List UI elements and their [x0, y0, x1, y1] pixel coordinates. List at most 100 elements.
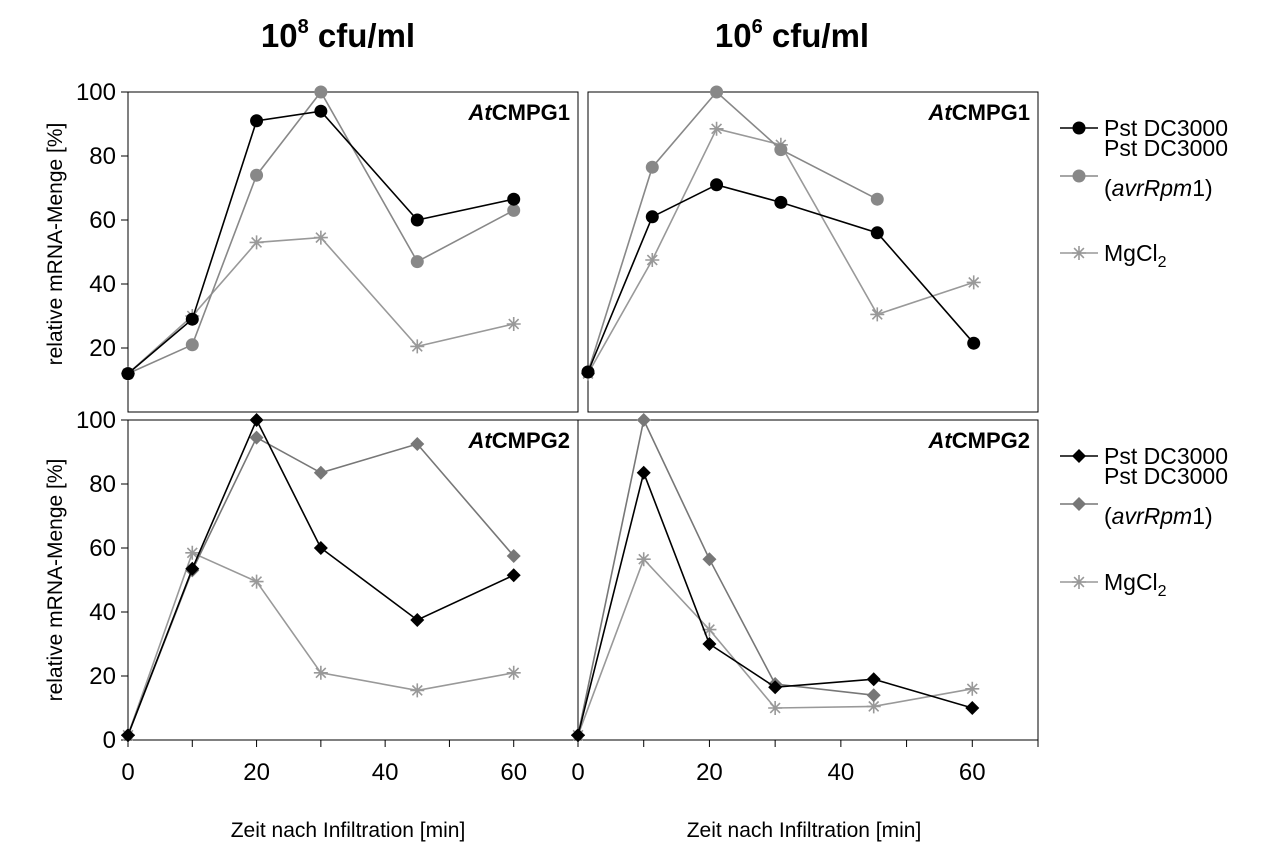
- series-0: [121, 413, 521, 743]
- legend-item: MgCl2: [1060, 569, 1167, 600]
- y-tick-label: 100: [76, 79, 116, 106]
- y-tick-label: 40: [89, 599, 116, 626]
- series-line: [587, 127, 974, 374]
- data-point: [965, 681, 980, 696]
- x-axis-label-right: Zeit nach Infiltration [min]: [687, 819, 922, 842]
- x-tick-label: 60: [959, 759, 986, 786]
- data-point: [249, 235, 264, 250]
- data-point: [313, 541, 328, 555]
- panel-frame: [577, 419, 1039, 741]
- data-point: [571, 728, 585, 743]
- panel-label-italic: At: [928, 100, 954, 125]
- panel-atcmpg2-10e6: 0 20 40 60 AtCMPG2: [571, 413, 1039, 786]
- x-tick-label: 40: [372, 759, 399, 786]
- data-point: [710, 85, 724, 99]
- data-point: [768, 701, 783, 715]
- legend-marker: [1072, 575, 1086, 589]
- panel-atcmpg2-10e8: 0 20 40 60 80 100 0 20 40 60 AtCMPG2: [76, 407, 579, 786]
- panel-label: AtCMPG1: [468, 100, 570, 125]
- data-point: [314, 104, 328, 118]
- series-0: [121, 104, 521, 381]
- panel-label-italic: At: [928, 428, 954, 453]
- legend-marker: [1072, 121, 1086, 135]
- x-tick-label: 20: [696, 759, 723, 786]
- data-point: [870, 226, 884, 240]
- series-2: [571, 552, 980, 743]
- legend-label-part: (: [1104, 175, 1112, 201]
- data-point: [507, 192, 521, 206]
- legend-item: Pst DC3000: [1060, 115, 1228, 141]
- panel-label-rest: CMPG2: [952, 428, 1030, 453]
- data-point: [636, 465, 651, 480]
- legend-label: Pst DC3000: [1104, 463, 1228, 489]
- data-point: [636, 552, 651, 567]
- series-line: [587, 183, 975, 373]
- data-point: [250, 168, 264, 182]
- data-point: [185, 545, 200, 560]
- data-point: [410, 255, 424, 269]
- data-point: [249, 574, 264, 589]
- data-point: [121, 728, 135, 743]
- data-point: [870, 307, 885, 322]
- y-tick-label: 0: [103, 727, 116, 754]
- data-point: [645, 160, 659, 174]
- y-tick-label: 80: [89, 143, 116, 170]
- series-line: [127, 90, 515, 375]
- column-title-right-sup: 6: [752, 16, 763, 38]
- legend-label-italic: avrRpm: [1112, 503, 1193, 529]
- legend-label-part: MgCl: [1104, 569, 1158, 595]
- legend-label: (avrRpm1): [1104, 503, 1213, 529]
- data-point: [710, 178, 724, 192]
- data-point: [966, 275, 981, 290]
- legend-label-part: 1): [1192, 503, 1212, 529]
- panel-frame: [127, 91, 579, 413]
- panel-label-rest: CMPG1: [952, 100, 1030, 125]
- series-2: [121, 545, 521, 743]
- data-point: [250, 114, 264, 128]
- panel-label-rest: CMPG1: [492, 100, 570, 125]
- data-point: [410, 437, 425, 451]
- legend-label: (avrRpm1): [1104, 175, 1213, 201]
- data-point: [410, 613, 425, 627]
- data-point: [313, 230, 328, 245]
- legend-label: MgCl2: [1104, 240, 1167, 271]
- panel-label: AtCMPG2: [928, 428, 1030, 453]
- data-point: [581, 365, 595, 379]
- panel-label-italic: At: [468, 428, 494, 453]
- data-point: [249, 430, 264, 445]
- data-point: [506, 317, 521, 331]
- y-tick-label: 20: [89, 663, 116, 690]
- data-point: [507, 203, 521, 217]
- legend-marker: [1072, 169, 1086, 183]
- legend-label-sub: 2: [1158, 583, 1167, 600]
- x-tick-label: 60: [500, 759, 527, 786]
- panel-atcmpg1-10e8: 20 40 60 80 100 AtCMPG1: [76, 79, 579, 413]
- legend-marker: [1072, 497, 1086, 511]
- legend-marker: [1072, 246, 1086, 260]
- column-title-left-sup: 8: [298, 16, 309, 38]
- data-point: [967, 336, 981, 350]
- data-point: [410, 683, 425, 698]
- series-line: [127, 551, 514, 736]
- panel-label: AtCMPG2: [468, 428, 570, 453]
- column-title-right-base: 10: [715, 17, 752, 54]
- data-point: [774, 195, 788, 209]
- legend-item: Pst DC3000 (avrRpm1): [1060, 135, 1228, 201]
- data-point: [709, 121, 724, 136]
- legend-label-italic: avrRpm: [1112, 175, 1193, 201]
- legend-label: Pst DC3000: [1104, 135, 1228, 161]
- data-point: [506, 665, 521, 680]
- column-title-left-base: 10: [261, 17, 298, 54]
- series-line: [577, 417, 874, 736]
- series-1: [581, 85, 884, 379]
- y-tick-label: 80: [89, 471, 116, 498]
- panel-label-rest: CMPG2: [492, 428, 570, 453]
- panel-atcmpg1-10e6: AtCMPG1: [581, 85, 1039, 413]
- series-2: [581, 121, 981, 381]
- x-axis-label-left: Zeit nach Infiltration [min]: [231, 819, 466, 842]
- data-point: [768, 680, 783, 695]
- y-tick-label: 60: [89, 207, 116, 234]
- data-point: [645, 210, 659, 224]
- legend-item: MgCl2: [1060, 240, 1167, 271]
